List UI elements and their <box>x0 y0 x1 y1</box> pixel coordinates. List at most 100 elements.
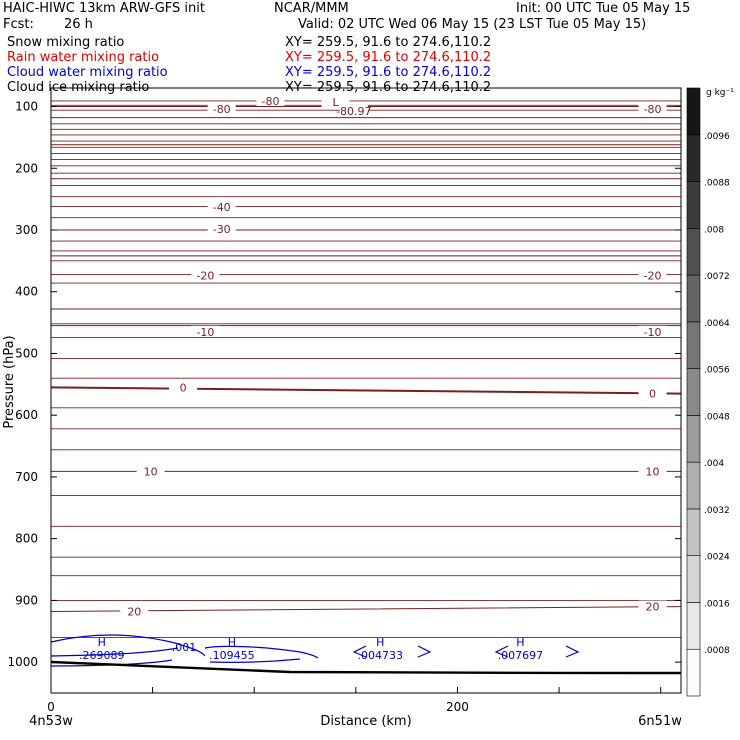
cloud-water-contour-1 <box>50 647 179 657</box>
field-xy-cloud-water: XY= 259.5, 91.6 to 274.6,110.2 <box>285 65 492 80</box>
x-left-endpoint: 4n53w <box>29 714 73 729</box>
contour-label-bg-4 <box>339 104 368 116</box>
colorbar-bin-1 <box>686 602 701 650</box>
cloud-water-contour-6 <box>494 645 580 658</box>
colorbar-bin-6 <box>686 368 701 416</box>
cloud-water-max-value-0: .269089 <box>79 649 125 662</box>
colorbar-label-2: .0024 <box>704 553 730 563</box>
field-name-rain: Rain water mixing ratio <box>7 50 160 65</box>
contour-label-bg-15 <box>120 605 149 617</box>
contour-label-9: -10 <box>196 326 214 339</box>
contour-label-13: 10 <box>144 465 158 478</box>
y-tick-label-4: 500 <box>15 346 38 360</box>
contour-label-bg-13 <box>136 465 165 477</box>
colorbar-label-8: .0072 <box>704 272 730 282</box>
contour-label-bg-12 <box>638 387 667 399</box>
fcst-value: 26 h <box>64 17 93 32</box>
contour-label-15: 20 <box>127 606 141 619</box>
cloud-water-max-marker-1: H <box>228 636 236 649</box>
cloud-water-max-value-3: .007697 <box>498 649 544 662</box>
contour-label-3: L <box>332 96 339 109</box>
cloud-water-contour-5 <box>352 645 432 658</box>
y-tick-label-1: 200 <box>15 161 38 175</box>
contour-label-0: -80 <box>261 95 279 108</box>
terrain-line <box>50 660 682 675</box>
colorbar-unit: g kg⁻¹ <box>706 88 734 98</box>
colorbar-bin-3 <box>686 508 701 556</box>
colorbar-bin-5 <box>686 415 701 463</box>
org-label: NCAR/MMM <box>274 1 349 16</box>
colorbar-bin-10 <box>686 181 701 229</box>
contour-label-bg-16 <box>638 600 667 612</box>
fcst-label: Fcst: <box>3 17 34 32</box>
contour-label-1: -80 <box>213 103 231 116</box>
y-axis-label: Pressure (hPa) <box>2 335 17 428</box>
cloud-water-max-value-1: .109455 <box>209 649 255 662</box>
contour-label-14: 10 <box>646 465 660 478</box>
field-xy-snow: XY= 259.5, 91.6 to 274.6,110.2 <box>285 35 492 50</box>
contour-labels: -80 -80 -80 L-80.97 -40 -30 -20 -20 -10 -10 0 0 10 10… <box>120 94 667 619</box>
colorbar-label-11: .0096 <box>704 132 730 142</box>
colorbar-label-1: .0016 <box>704 599 730 609</box>
y-tick-label-2: 300 <box>15 223 38 237</box>
colorbar-label-6: .0056 <box>704 366 730 376</box>
colorbar-bin-4 <box>686 461 701 510</box>
colorbar-bin-9 <box>686 228 701 276</box>
cloud-water-max-marker-0: H <box>98 636 106 649</box>
x-tick-label-0: 0 <box>47 700 55 714</box>
contour-label-bg-9 <box>191 325 220 337</box>
x-axis-label: Distance (km) <box>320 714 411 729</box>
contour-label-bg-14 <box>638 465 667 477</box>
contour-label-bg-2 <box>638 102 667 114</box>
contour-label-11: 0 <box>180 381 187 394</box>
temperature-contours <box>50 106 682 613</box>
contour-label-bg-0 <box>256 94 285 106</box>
isentrope-lines <box>51 100 681 638</box>
cloud-water-contour-label: .001 <box>172 641 197 654</box>
colorbar-bin-7 <box>686 321 701 369</box>
colorbar-label-7: .0064 <box>704 319 730 329</box>
contour-label-10: -10 <box>644 326 662 339</box>
field-name-snow: Snow mixing ratio <box>7 35 125 50</box>
colorbar-label-10: .0088 <box>704 179 730 189</box>
contour-label-12: 0 <box>649 388 656 401</box>
field-name-cloud-water: Cloud water mixing ratio <box>7 65 168 80</box>
valid-time: Valid: 02 UTC Wed 06 May 15 (23 LST Tue … <box>298 17 647 32</box>
contour-label-2: -80 <box>644 103 662 116</box>
model-title: HAIC-HIWC 13km ARW-GFS init <box>3 1 205 16</box>
y-tick-label-6: 700 <box>15 470 38 484</box>
contour-label-bg-6 <box>207 222 236 234</box>
contour-label-7: -20 <box>196 270 214 283</box>
temperature-contour-5 <box>50 386 682 395</box>
contour-label-bg-1 <box>207 102 236 114</box>
x-tick-label-1: 200 <box>446 700 469 714</box>
contour-label-bg-11 <box>169 381 198 393</box>
colorbar-bin-11 <box>686 134 701 182</box>
contour-label-bg-10 <box>638 325 667 337</box>
y-tick-label-3: 400 <box>15 285 38 299</box>
terrain-surface <box>50 660 682 675</box>
contour-label-4: -80.97 <box>336 105 371 118</box>
y-tick-label-5: 600 <box>15 408 38 422</box>
y-tick-label-8: 900 <box>15 593 38 607</box>
init-time: Init: 00 UTC Tue 05 May 15 <box>516 1 691 16</box>
contour-label-bg-3 <box>321 96 350 108</box>
colorbar-label-9: .008 <box>704 225 724 235</box>
plot-frame <box>50 87 682 694</box>
x-right-endpoint: 6n51w <box>638 714 682 729</box>
colorbar-label-3: .0032 <box>704 506 730 516</box>
contour-label-8: -20 <box>644 270 662 283</box>
colorbar-label-5: .0048 <box>704 412 730 422</box>
colorbar-label-0: .0008 <box>704 646 730 656</box>
contour-label-6: -30 <box>213 223 231 236</box>
cloud-water-contour-0 <box>50 634 206 657</box>
field-xy-rain: XY= 259.5, 91.6 to 274.6,110.2 <box>285 50 492 65</box>
colorbar-bin-8 <box>686 274 701 323</box>
contour-label-5: -40 <box>213 201 231 214</box>
cloud-water-max-marker-2: H <box>376 636 384 649</box>
colorbar-bin-12 <box>686 87 701 136</box>
colorbar-label-4: .004 <box>704 459 724 469</box>
colorbar: .0008 .0016 .0024 .0032 .004 .0048 .0056 .0064.… <box>686 87 730 697</box>
